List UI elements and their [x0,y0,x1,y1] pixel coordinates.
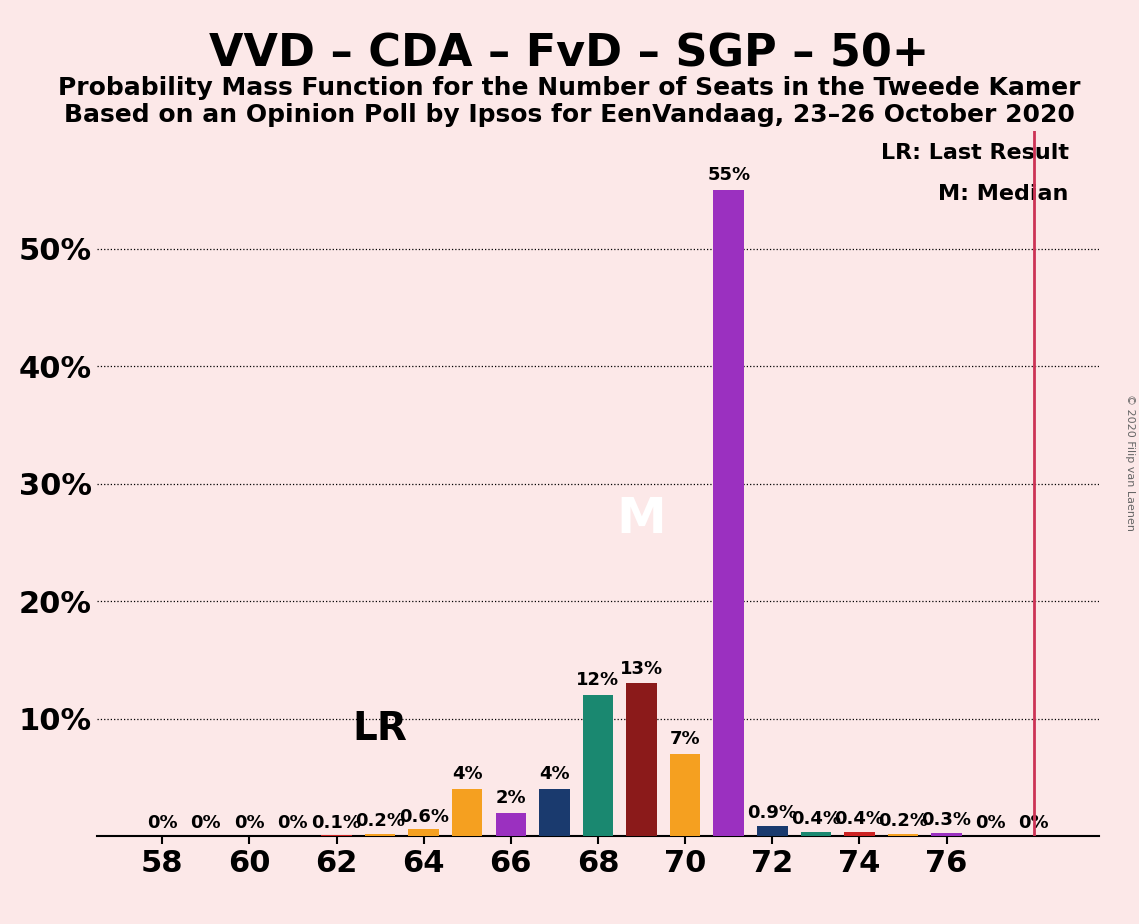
Text: 0%: 0% [278,813,309,832]
Text: 0%: 0% [233,813,264,832]
Text: 0.6%: 0.6% [399,808,449,826]
Bar [452,789,483,836]
Bar [670,754,700,836]
Text: © 2020 Filip van Laenen: © 2020 Filip van Laenen [1125,394,1134,530]
Text: 0.4%: 0.4% [790,810,841,828]
Text: 0.9%: 0.9% [747,804,797,822]
Text: 0.2%: 0.2% [878,812,928,831]
Text: 0%: 0% [1018,813,1049,832]
Bar [887,833,918,836]
Bar [321,835,352,836]
Text: 0%: 0% [975,813,1006,832]
Text: 0.1%: 0.1% [311,813,361,832]
Bar [626,684,657,836]
Bar [409,829,439,836]
Bar [364,833,395,836]
Text: 0.4%: 0.4% [835,810,885,828]
Text: Based on an Opinion Poll by Ipsos for EenVandaag, 23–26 October 2020: Based on an Opinion Poll by Ipsos for Ee… [64,103,1075,128]
Text: Probability Mass Function for the Number of Seats in the Tweede Kamer: Probability Mass Function for the Number… [58,76,1081,100]
Text: LR: LR [353,710,408,748]
Bar [713,190,744,836]
Text: M: M [616,495,666,543]
Text: 13%: 13% [620,660,663,677]
Text: LR: Last Result: LR: Last Result [880,143,1068,163]
Bar [495,813,526,836]
Text: 2%: 2% [495,789,526,807]
Bar [801,832,831,836]
Bar [932,833,961,836]
Text: 7%: 7% [670,730,700,748]
Text: VVD – CDA – FvD – SGP – 50+: VVD – CDA – FvD – SGP – 50+ [210,32,929,76]
Text: 12%: 12% [576,672,620,689]
Bar [757,826,787,836]
Text: 4%: 4% [452,765,483,784]
Text: 0.2%: 0.2% [355,812,405,831]
Text: 4%: 4% [539,765,570,784]
Bar [539,789,570,836]
Text: 0.3%: 0.3% [921,811,972,829]
Text: 0%: 0% [147,813,178,832]
Text: 55%: 55% [707,166,751,184]
Text: M: Median: M: Median [939,184,1068,204]
Bar [844,832,875,836]
Bar [583,695,613,836]
Text: 0%: 0% [190,813,221,832]
